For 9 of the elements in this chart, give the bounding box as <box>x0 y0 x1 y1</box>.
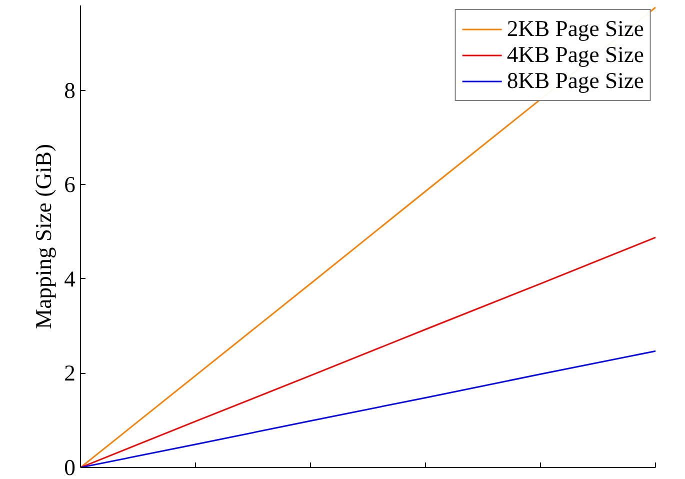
legend-label: 8KB Page Size <box>506 68 644 94</box>
y-tick-label: 6 <box>64 172 76 198</box>
y-tick-label: 2 <box>64 360 76 386</box>
y-tick-label: 8 <box>64 78 76 103</box>
y-tick-label: 4 <box>64 266 76 292</box>
y-axis-title: Mapping Size (GiB) <box>31 144 56 329</box>
y-tick-label: 0 <box>64 455 76 479</box>
legend-label: 2KB Page Size <box>506 16 644 42</box>
legend-label: 4KB Page Size <box>506 42 644 68</box>
